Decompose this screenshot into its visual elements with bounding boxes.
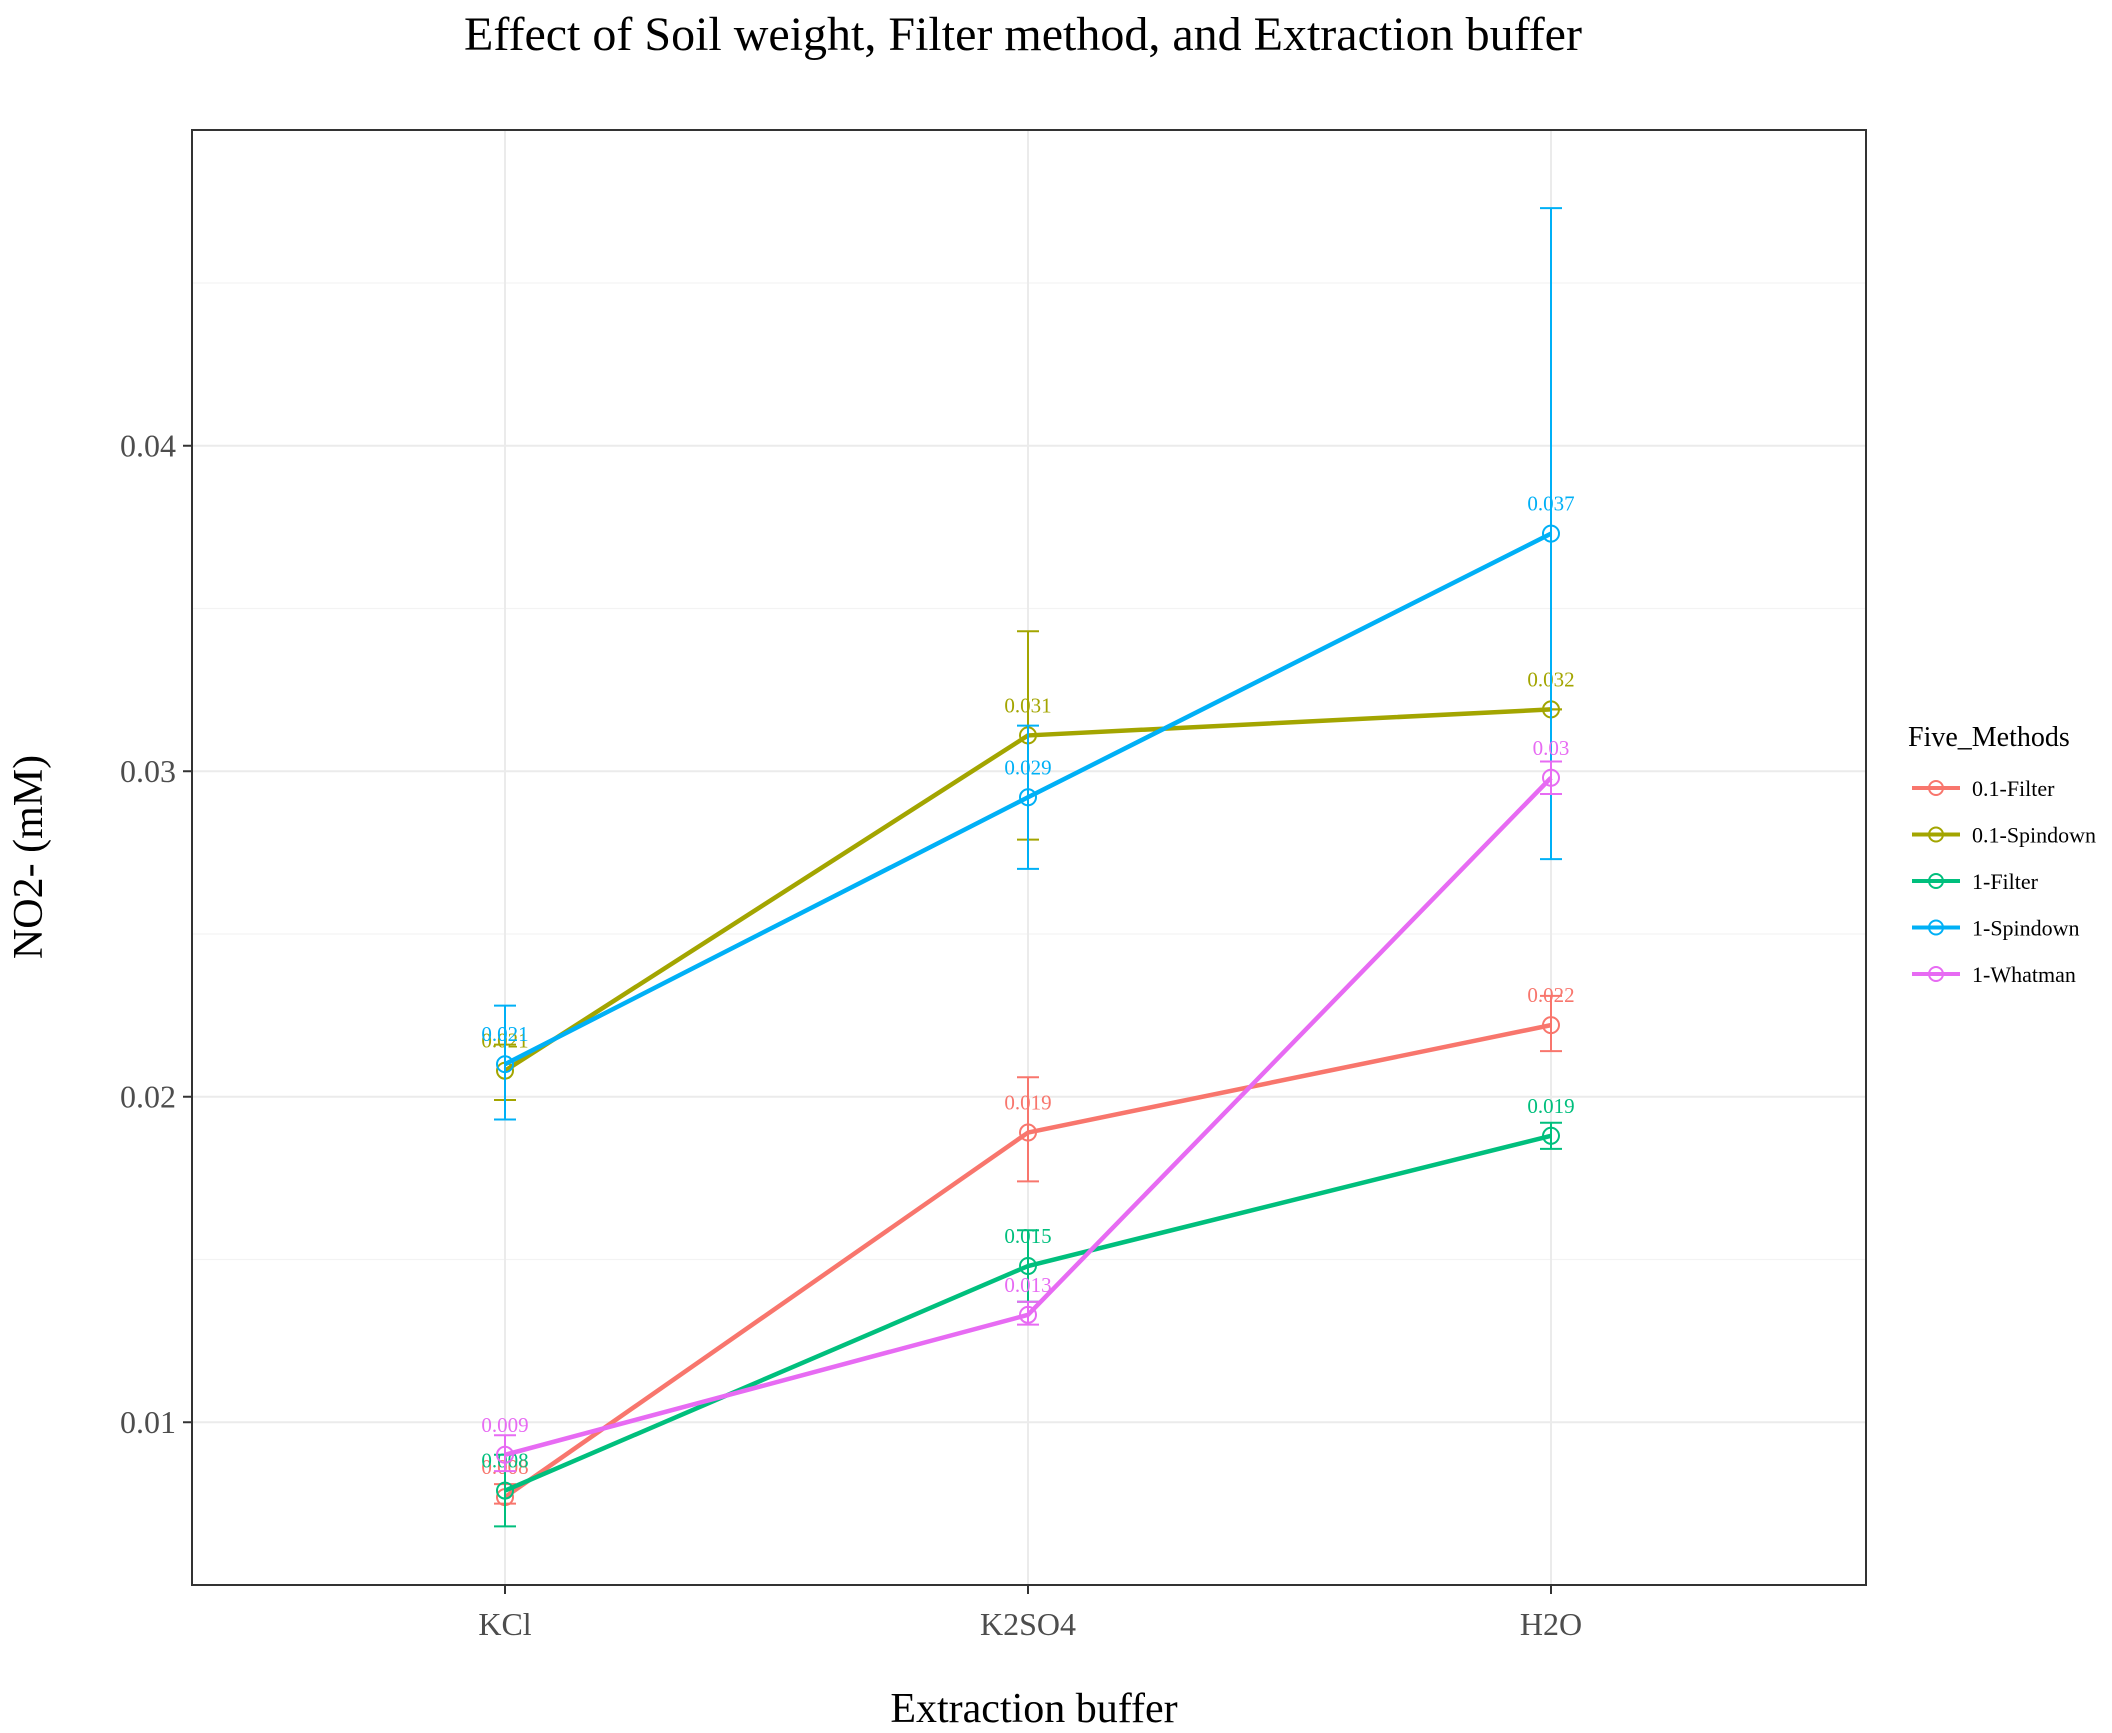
- data-label-0.1-Filter-1: 0.019: [1004, 1091, 1051, 1115]
- legend-label-1-Whatman: 1-Whatman: [1972, 962, 2076, 987]
- data-point-1-Whatman-1: [1019, 1305, 1037, 1324]
- y-tick-label-0: 0.01: [120, 1404, 176, 1440]
- data-point-1-Filter-0: [496, 1481, 514, 1500]
- y-tick-label-3: 0.04: [120, 428, 176, 464]
- series-line-1-Whatman: [504, 776, 1553, 1457]
- x-tick-label-2: H2O: [1520, 1606, 1582, 1642]
- legend-marker-0.1-Spindown: [1928, 826, 1944, 843]
- data-point-1-Whatman-0: [496, 1445, 514, 1464]
- data-label-1-Whatman-2: 0.03: [1533, 736, 1570, 760]
- data-label-1-Whatman-1: 0.013: [1004, 1273, 1051, 1297]
- data-label-1-Whatman-0: 0.009: [481, 1413, 528, 1437]
- data-point-1-Filter-1: [1019, 1257, 1037, 1276]
- data-point-1-Spindown-0: [496, 1055, 514, 1074]
- legend-item-1-Whatman: 1-Whatman: [1912, 962, 2076, 987]
- x-tick-label-1: K2SO4: [980, 1606, 1076, 1642]
- legend-item-0.1-Filter: 0.1-Filter: [1912, 776, 2055, 801]
- series-line-0.1-Filter: [503, 1022, 1552, 1499]
- data-label-1-Spindown-0: 0.021: [481, 1022, 528, 1046]
- legend-marker-1-Filter: [1928, 873, 1944, 889]
- y-tick-label-2: 0.03: [120, 753, 176, 789]
- data-label-1-Filter-2: 0.019: [1527, 1094, 1574, 1118]
- y-axis-title: NO2- (mM): [6, 755, 52, 959]
- series-line-1-Spindown: [503, 531, 1553, 1067]
- series-1-Spindown: 0.021 0.029 0.037: [481, 207, 1575, 1121]
- legend: Five_Methods 0.1-Filter 0.1-Spindown 1-Fil…: [1908, 722, 2096, 987]
- series-1-Whatman: 0.009 0.013 0.03: [481, 736, 1570, 1473]
- data-point-0.1-Filter-1: [1019, 1123, 1037, 1142]
- data-point-0.1-Filter-2: [1542, 1016, 1560, 1035]
- data-point-1-Spindown-2: [1542, 524, 1560, 543]
- chart-title: Effect of Soil weight, Filter method, an…: [464, 8, 1582, 61]
- data-label-1-Filter-1: 0.015: [1004, 1224, 1051, 1248]
- data-point-1-Filter-2: [1542, 1126, 1560, 1145]
- legend-item-1-Filter: 1-Filter: [1912, 869, 2039, 894]
- data-label-0.1-Spindown-1: 0.031: [1004, 693, 1051, 717]
- legend-label-0.1-Filter: 0.1-Filter: [1972, 776, 2055, 801]
- data-label-1-Spindown-2: 0.037: [1527, 492, 1574, 516]
- data-label-0.1-Filter-2: 0.022: [1527, 983, 1574, 1007]
- legend-marker-1-Whatman: [1928, 966, 1944, 982]
- x-tick-label-0: KCl: [478, 1606, 531, 1642]
- legend-item-1-Spindown: 1-Spindown: [1912, 916, 2080, 941]
- legend-title: Five_Methods: [1908, 722, 2070, 753]
- legend-item-0.1-Spindown: 0.1-Spindown: [1912, 823, 2096, 848]
- data-point-1-Spindown-1: [1019, 788, 1037, 807]
- legend-label-1-Spindown: 1-Spindown: [1972, 916, 2080, 941]
- y-tick-label-1: 0.02: [120, 1079, 176, 1115]
- data-point-1-Whatman-2: [1542, 768, 1560, 787]
- legend-marker-1-Spindown: [1928, 919, 1944, 936]
- legend-marker-0.1-Filter: [1928, 780, 1944, 796]
- legend-label-1-Filter: 1-Filter: [1972, 869, 2039, 894]
- x-axis-title: Extraction buffer: [890, 1686, 1177, 1728]
- data-label-1-Spindown-1: 0.029: [1004, 755, 1051, 779]
- legend-label-0.1-Spindown: 0.1-Spindown: [1972, 823, 2096, 848]
- series-line-1-Filter: [504, 1133, 1552, 1493]
